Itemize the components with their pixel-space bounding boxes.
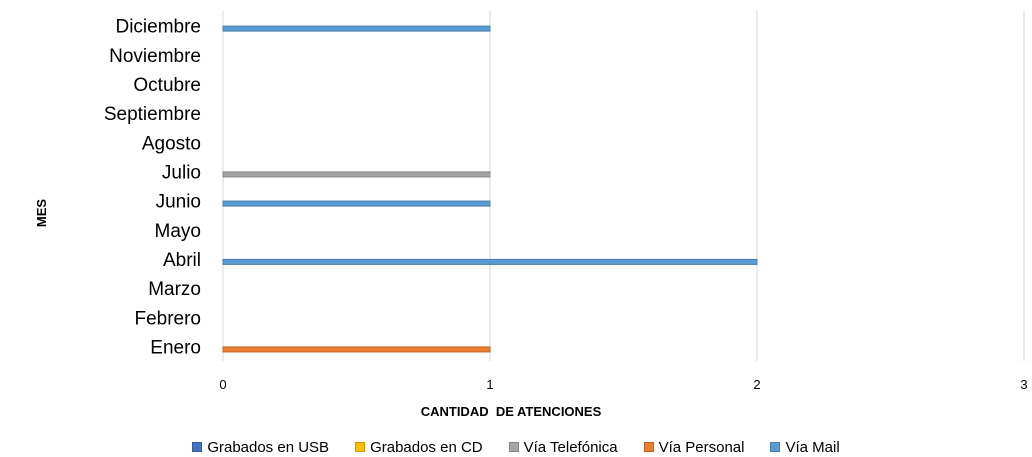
bars	[222, 25, 758, 353]
legend-swatch	[508, 442, 519, 452]
category-label: Diciembre	[115, 17, 201, 38]
bar	[222, 25, 491, 32]
x-tick-label: 3	[1020, 377, 1027, 392]
bar	[222, 171, 491, 178]
legend-label: Grabados en USB	[207, 438, 330, 456]
legend-item: Grabados en CD	[355, 439, 483, 456]
bar-chart: Enero Febrero Marzo Abril Mayo Junio Julio Agos…	[34, 11, 1028, 419]
category-label: Agosto	[142, 133, 201, 154]
bar	[222, 346, 491, 353]
legend-label: Vía Mail	[785, 438, 840, 456]
category-label: Marzo	[148, 279, 201, 300]
legend-item: Vía Mail	[770, 438, 840, 456]
legend-label: Vía Telefónica	[523, 438, 618, 456]
gridlines	[222, 11, 1025, 361]
legend-item: Grabados en USB	[192, 439, 329, 456]
x-tick-label: 0	[219, 377, 226, 392]
legend-label: Grabados en CD	[370, 438, 483, 456]
x-axis-title: CANTIDAD DE ATENCIONES	[421, 404, 602, 419]
legend-swatch	[643, 442, 654, 452]
category-label: Febrero	[134, 308, 201, 329]
x-tick-label: 1	[486, 377, 493, 392]
legend-item: Vía Telefónica	[508, 438, 618, 456]
bar	[222, 258, 758, 265]
legend-swatch	[770, 442, 781, 452]
category-label: Julio	[162, 162, 201, 183]
category-label: Mayo	[155, 221, 201, 242]
legend: Grabados en USB Grabados en CD Vía Telefón…	[0, 437, 1032, 457]
category-labels: Enero Febrero Marzo Abril Mayo Junio Julio Agos…	[104, 17, 201, 359]
legend-label: Vía Personal	[658, 438, 745, 456]
category-label: Octubre	[133, 75, 201, 96]
bar	[222, 200, 491, 207]
category-label: Abril	[163, 250, 201, 271]
category-label: Junio	[156, 192, 201, 213]
legend-swatch	[192, 442, 203, 452]
y-axis-title: MES	[34, 199, 49, 228]
tick-labels: 0 1 2 3	[219, 377, 1027, 392]
category-label: Septiembre	[104, 104, 201, 125]
x-tick-label: 2	[753, 377, 760, 392]
category-label: Noviembre	[109, 46, 201, 67]
category-label: Enero	[150, 337, 201, 358]
legend-item: Vía Personal	[643, 438, 745, 456]
legend-swatch	[355, 442, 366, 452]
